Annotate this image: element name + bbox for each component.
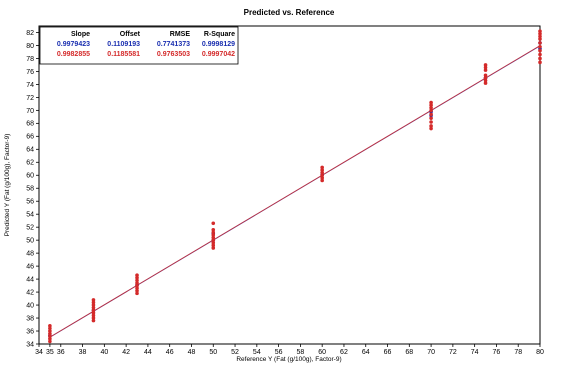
- data-point: [538, 41, 542, 45]
- x-tick-label: 76: [493, 349, 501, 356]
- data-point: [211, 221, 215, 225]
- data-point: [538, 29, 542, 33]
- y-tick-label: 54: [26, 212, 34, 219]
- y-tick-label: 42: [26, 289, 34, 296]
- y-tick-label: 68: [26, 121, 34, 128]
- y-tick-label: 56: [26, 199, 34, 206]
- data-point: [538, 53, 542, 57]
- x-tick-label: 48: [188, 349, 196, 356]
- x-tick-label: 54: [253, 349, 261, 356]
- regression-lines: [50, 46, 540, 338]
- stats-header: R-Square: [204, 31, 235, 38]
- y-tick-label: 44: [26, 277, 34, 284]
- data-point: [538, 57, 542, 61]
- x-tick-label: 40: [100, 349, 108, 356]
- x-tick-label: 72: [449, 349, 457, 356]
- stats-value: 0.9982855: [57, 51, 90, 58]
- y-tick-label: 78: [26, 56, 34, 63]
- x-tick-label: 50: [209, 349, 217, 356]
- y-tick-label: 36: [26, 328, 34, 335]
- data-point: [484, 74, 488, 78]
- data-point: [429, 112, 433, 116]
- data-point: [429, 116, 433, 120]
- x-tick-label: 62: [340, 349, 348, 356]
- stats-value: 0.9763503: [157, 51, 190, 58]
- data-point: [538, 49, 542, 53]
- y-tick-label: 58: [26, 186, 34, 193]
- data-point: [135, 273, 139, 277]
- y-tick-label: 62: [26, 160, 34, 167]
- y-tick-label: 38: [26, 315, 34, 322]
- stats-value: 0.1185581: [107, 51, 140, 58]
- x-tick-label: 35: [46, 349, 54, 356]
- y-tick-label: 72: [26, 95, 34, 102]
- data-point: [484, 63, 488, 67]
- plot-frame: [39, 26, 540, 344]
- y-tick-label: 52: [26, 225, 34, 232]
- x-tick-label: 52: [231, 349, 239, 356]
- x-tick-label: 64: [362, 349, 370, 356]
- y-tick-label: 60: [26, 173, 34, 180]
- data-point: [211, 228, 215, 232]
- data-point: [48, 324, 52, 328]
- stats-table: Slope Offset RMSE R-Square 0.9979423 0.110919…: [40, 27, 238, 64]
- axis-ticks: 34 35 36 38 40 42 44 46 48 50 52 54 56 58 60 62 64 66 68 70…: [26, 30, 544, 356]
- x-tick-label: 34: [35, 349, 43, 356]
- y-tick-label: 50: [26, 238, 34, 245]
- x-tick-label: 56: [275, 349, 283, 356]
- y-tick-label: 80: [26, 43, 34, 50]
- x-tick-label: 66: [384, 349, 392, 356]
- data-point: [92, 298, 96, 302]
- data-points: [48, 29, 542, 343]
- data-point: [320, 166, 324, 170]
- y-axis-label: Predicted Y (Fat (g/100g), Factor-9): [4, 134, 11, 237]
- y-tick-label: 82: [26, 30, 34, 37]
- data-point: [429, 120, 433, 124]
- x-tick-label: 70: [427, 349, 435, 356]
- y-tick-label: 40: [26, 302, 34, 309]
- x-axis-label: Reference Y (Fat (g/100g), Factor-9): [236, 356, 341, 363]
- stats-value: 0.9979423: [57, 41, 90, 48]
- y-tick-label: 34: [26, 341, 34, 348]
- x-tick-label: 42: [122, 349, 130, 356]
- x-tick-label: 78: [514, 349, 522, 356]
- x-tick-label: 74: [471, 349, 479, 356]
- regression-line: [50, 46, 540, 338]
- y-tick-label: 66: [26, 134, 34, 141]
- stats-value: 0.9998129: [202, 41, 235, 48]
- y-tick-label: 70: [26, 108, 34, 115]
- x-tick-label: 44: [144, 349, 152, 356]
- stats-header: Slope: [71, 31, 90, 38]
- stats-value: 0.9997042: [202, 51, 235, 58]
- x-tick-label: 80: [536, 349, 544, 356]
- stats-header: Offset: [120, 31, 141, 38]
- x-tick-label: 36: [57, 349, 65, 356]
- data-point: [538, 45, 542, 49]
- stats-header: RMSE: [170, 31, 191, 38]
- x-tick-label: 68: [405, 349, 413, 356]
- x-tick-label: 60: [318, 349, 326, 356]
- y-tick-label: 76: [26, 69, 34, 76]
- y-tick-label: 64: [26, 147, 34, 154]
- x-tick-label: 46: [166, 349, 174, 356]
- y-tick-label: 74: [26, 82, 34, 89]
- data-point: [429, 124, 433, 128]
- stats-value: 0.7741373: [157, 41, 190, 48]
- stats-value: 0.1109193: [107, 41, 140, 48]
- y-tick-label: 48: [26, 251, 34, 258]
- x-tick-label: 58: [296, 349, 304, 356]
- chart-title: Predicted vs. Reference: [244, 8, 335, 17]
- data-point: [538, 61, 542, 65]
- data-point: [429, 101, 433, 105]
- y-tick-label: 46: [26, 264, 34, 271]
- x-tick-label: 38: [79, 349, 87, 356]
